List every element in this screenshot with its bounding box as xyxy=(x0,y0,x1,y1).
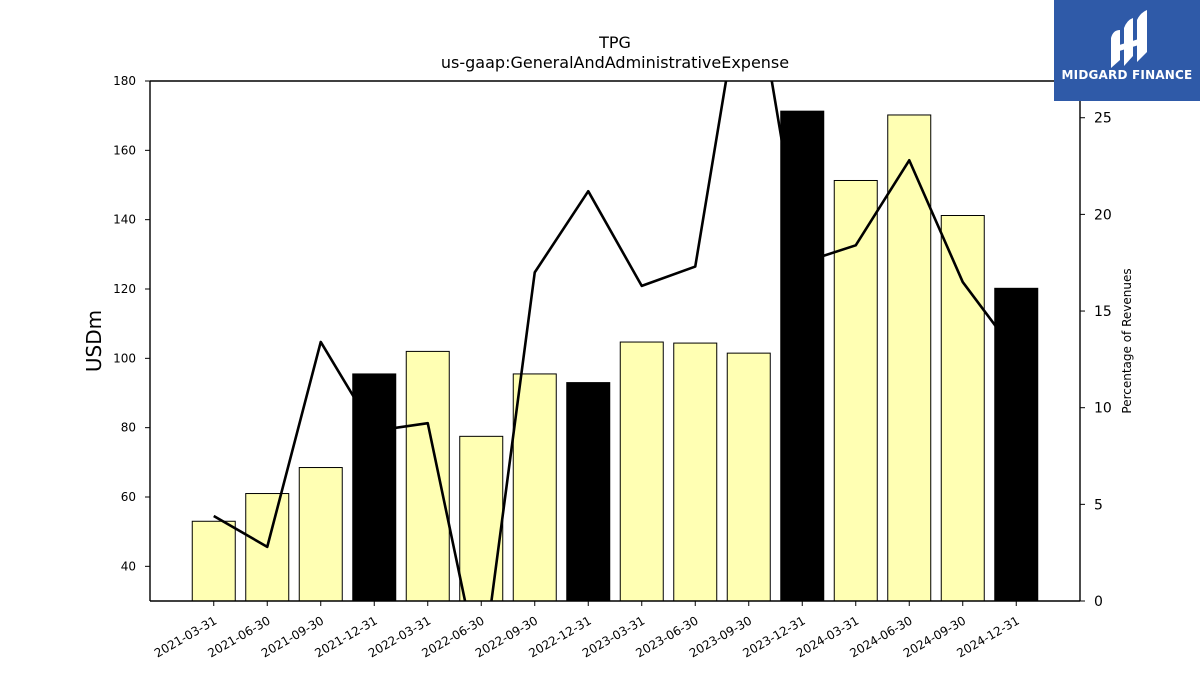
bar-2022-12-31 xyxy=(566,382,611,602)
bar-2024-06-30 xyxy=(887,114,932,602)
line-layer xyxy=(213,81,1018,601)
logo-mark-icon xyxy=(1111,10,1147,68)
bars xyxy=(191,110,1039,602)
midgard-finance-logo: MIDGARD FINANCE xyxy=(1054,0,1200,101)
bar-2024-09-30 xyxy=(940,215,985,602)
bar-2021-03-31 xyxy=(191,520,236,602)
bar-2021-09-30 xyxy=(298,467,343,602)
chart-subtitle: us-gaap:GeneralAndAdministrativeExpense xyxy=(441,53,789,72)
bar-2023-06-30 xyxy=(673,342,718,602)
y-right-tick-label: 20 xyxy=(1094,207,1112,223)
y-tick-label: 100 xyxy=(113,351,136,365)
y-right-tick-label: 10 xyxy=(1094,401,1112,417)
y-tick-label: 40 xyxy=(121,559,136,573)
y-right-tick-label: 15 xyxy=(1094,304,1112,320)
bar-2024-12-31 xyxy=(994,287,1039,602)
y-tick-label: 80 xyxy=(121,421,136,435)
y-right-tick-label: 0 xyxy=(1094,594,1103,610)
y-right-tick-label: 5 xyxy=(1094,497,1103,513)
bar-2023-12-31 xyxy=(780,110,825,602)
y-right-tick-label: 25 xyxy=(1094,111,1112,127)
y-tick-label: 140 xyxy=(113,213,136,227)
y-tick-label: 60 xyxy=(121,490,136,504)
series-line-percentage-of-revenues xyxy=(213,81,1018,601)
y-tick-label: 160 xyxy=(113,143,136,157)
bar-2023-09-30 xyxy=(726,352,771,602)
y-axis-label: USDm xyxy=(82,310,106,372)
y-tick-label: 180 xyxy=(113,74,136,88)
y-tick-label: 120 xyxy=(113,282,136,296)
logo-text: MIDGARD FINANCE xyxy=(1061,68,1193,82)
chart-title: TPG xyxy=(598,33,631,52)
bar-2023-03-31 xyxy=(619,341,664,602)
y-axis-right-label: Percentage of Revenues xyxy=(1120,268,1134,413)
bar-2021-12-31 xyxy=(352,373,397,602)
bar-2022-06-30 xyxy=(459,435,504,602)
bar-2022-03-31 xyxy=(405,350,450,602)
bar-2022-09-30 xyxy=(512,373,557,602)
